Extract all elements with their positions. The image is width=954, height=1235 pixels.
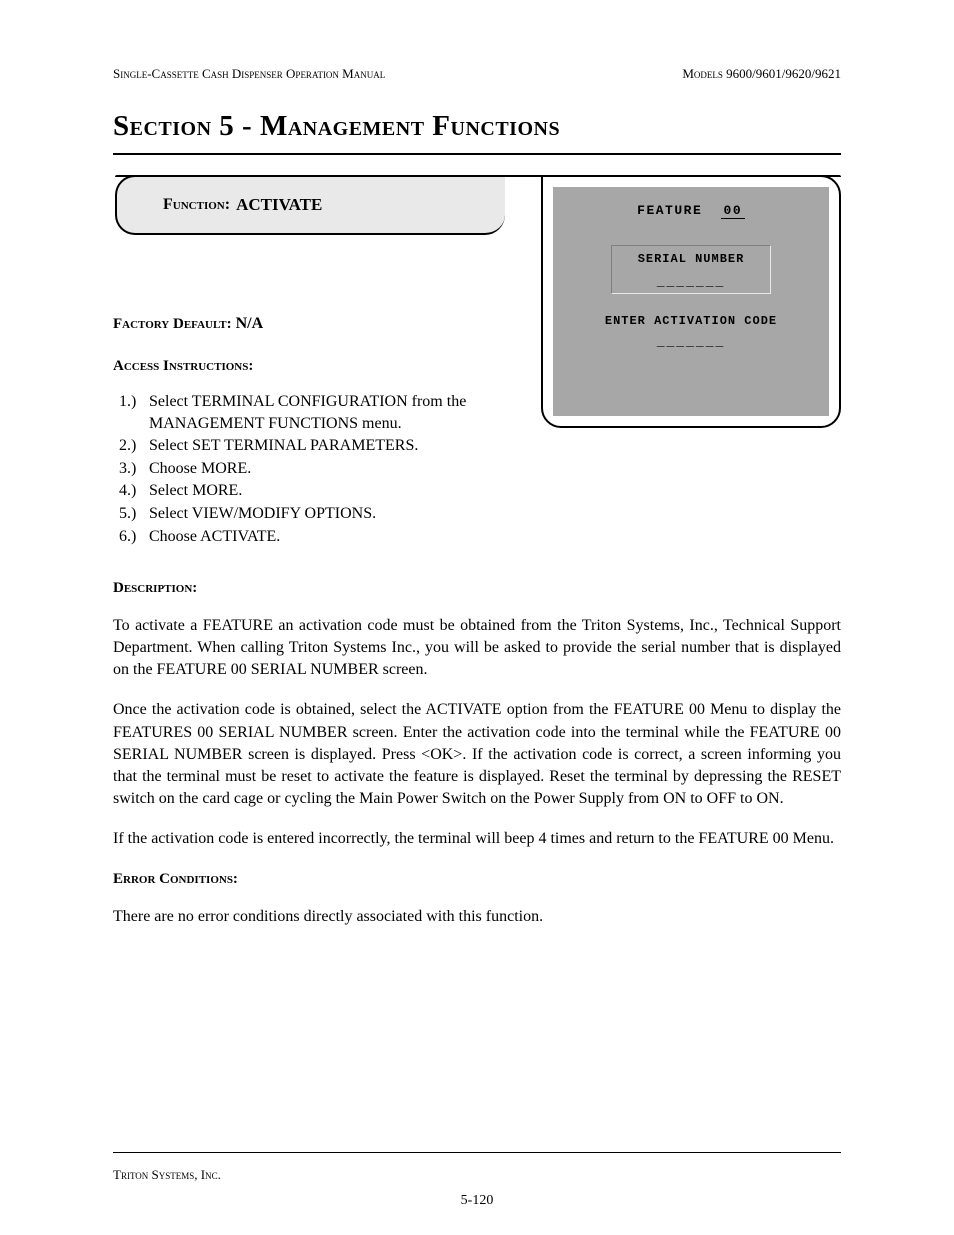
title-rule (113, 153, 841, 155)
terminal-panel: FEATURE 00 SERIAL NUMBER _______ ENTER A… (541, 175, 841, 428)
serial-label: SERIAL NUMBER (616, 252, 766, 266)
function-bar: Function: ACTIVATE (115, 175, 505, 235)
function-label: Function: (163, 196, 230, 214)
error-header: Error Conditions: (113, 868, 841, 890)
factory-default-label: Factory Default: (113, 316, 232, 332)
access-label: Access Instructions: (113, 358, 253, 374)
left-column: Factory Default: N/A Access Instructions… (113, 235, 513, 547)
description-section: Description: To activate a FEATURE an ac… (113, 577, 841, 928)
step: 1.)Select TERMINAL CONFIGURATION from th… (113, 391, 513, 434)
feature-line: FEATURE 00 (553, 203, 829, 219)
factory-default-value: N/A (236, 315, 264, 332)
access-header: Access Instructions: (113, 357, 513, 375)
content-area: Function: ACTIVATE FEATURE 00 SERIAL NUM… (113, 175, 841, 928)
step: 6.)Choose ACTIVATE. (113, 526, 513, 548)
description-header: Description: (113, 577, 841, 599)
serial-blanks: _______ (616, 274, 766, 289)
error-text: There are no error conditions directly a… (113, 906, 841, 928)
step: 3.)Choose MORE. (113, 458, 513, 480)
function-name: ACTIVATE (236, 195, 322, 215)
description-label: Description: (113, 580, 197, 596)
feature-number: 00 (721, 203, 745, 219)
activation-label: ENTER ACTIVATION CODE (553, 314, 829, 328)
terminal-screen: FEATURE 00 SERIAL NUMBER _______ ENTER A… (553, 187, 829, 416)
step: 5.)Select VIEW/MODIFY OPTIONS. (113, 503, 513, 525)
section-title: Section 5 - Management Functions (113, 110, 841, 143)
page-header: Single-Cassette Cash Dispenser Operation… (113, 66, 841, 82)
description-paragraph: Once the activation code is obtained, se… (113, 699, 841, 809)
access-steps: 1.)Select TERMINAL CONFIGURATION from th… (113, 391, 513, 547)
footer-rule (113, 1152, 841, 1153)
description-paragraph: If the activation code is entered incorr… (113, 828, 841, 850)
footer: Triton Systems, Inc. (113, 1152, 841, 1183)
page: Single-Cassette Cash Dispenser Operation… (0, 0, 954, 1235)
activation-blanks: _______ (553, 334, 829, 349)
page-number: 5-120 (0, 1193, 954, 1209)
description-paragraph: To activate a FEATURE an activation code… (113, 615, 841, 681)
error-label: Error Conditions: (113, 871, 238, 887)
factory-default: Factory Default: N/A (113, 315, 513, 333)
footer-company: Triton Systems, Inc. (113, 1167, 841, 1183)
step: 2.)Select SET TERMINAL PARAMETERS. (113, 435, 513, 457)
step: 4.)Select MORE. (113, 480, 513, 502)
header-right: Models 9600/9601/9620/9621 (682, 66, 841, 82)
function-frame: Function: ACTIVATE FEATURE 00 SERIAL NUM… (113, 175, 841, 235)
header-left: Single-Cassette Cash Dispenser Operation… (113, 66, 385, 82)
serial-box: SERIAL NUMBER _______ (611, 245, 771, 294)
feature-label: FEATURE (637, 203, 702, 218)
